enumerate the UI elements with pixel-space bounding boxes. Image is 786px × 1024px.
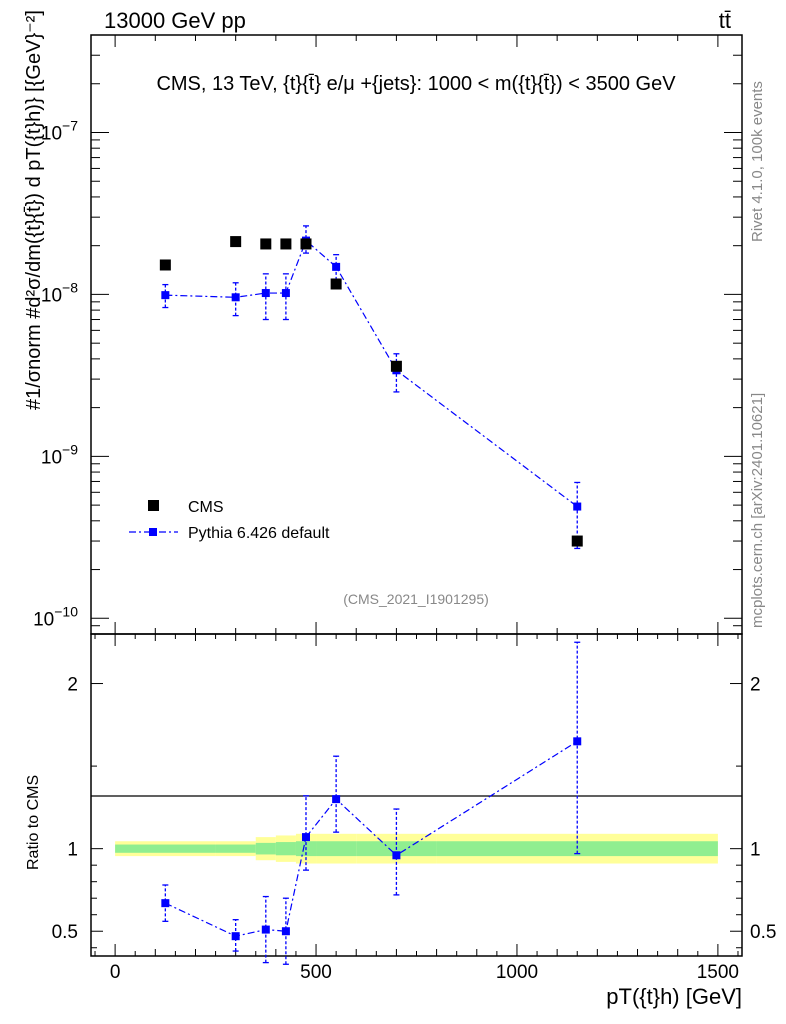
green-band [436,841,718,857]
svg-text:Rivet 4.1.0, 100k events: Rivet 4.1.0, 100k events [749,81,766,242]
cms-point [571,535,583,547]
cms-point [230,236,242,248]
green-band [275,842,296,856]
cms-point [159,259,171,271]
ratio-plot-frame [90,633,743,957]
cms-point [280,238,292,250]
pythia-point [161,291,170,300]
pythia-point [332,262,341,271]
ratio-y-tick-label-right: 2 [750,675,761,696]
ratio-point [573,737,582,746]
ratio-panel: Ratio to CMS pT({t}h) [GeV] 0 500 1000 1500… [25,633,776,1009]
ratio-ticks: 0 500 1000 1500 0.5 0.5 1 1 2 2 [52,634,776,983]
svg-text:Ratio to CMS: Ratio to CMS [25,775,42,870]
top-y-tick-label: 10−7 [41,117,78,144]
green-band [115,844,216,853]
ratio-y-tick-label-left: 2 [67,675,78,696]
ratio-y-tick-label-right: 1 [750,840,761,861]
top-plot-frame [90,34,743,635]
ratio-point [261,925,270,934]
cms-point [330,278,342,290]
ratio-point [161,899,170,908]
plot-title: CMS, 13 TeV, {t}{t̄} e/μ +{jets}: 1000 <… [156,73,676,95]
x-axis-label: pT({t}h) [GeV] [606,984,742,1009]
top-panel: CMS, 13 TeV, {t}{t̄} e/μ +{jets}: 1000 <… [23,10,743,635]
mcplots-url-label: mcplots.cern.ch [arXiv:2401.10621] [749,393,766,628]
ratio-y-axis-label: Ratio to CMS [25,775,42,870]
green-band [215,844,256,853]
ratio-point [231,932,240,941]
top-series [159,225,583,550]
green-band [316,841,357,857]
ratio-x-tick-label: 500 [300,962,332,983]
top-y-tick-label: 10−8 [41,279,78,306]
ratio-x-tick-label: 0 [110,962,121,983]
rivet-version-label: Rivet 4.1.0, 100k events [749,81,766,242]
top-y-axis-label: #1/σnorm #d²σ/dm({t}{t̄}) d pT({t}h)} [{… [23,10,45,410]
legend-pythia-marker [149,528,157,536]
ratio-series [161,641,582,965]
top-y-ticks: 10−10 10−9 10−8 10−7 [33,34,742,635]
pythia-point [281,289,290,298]
legend-cms-label: CMS [188,499,224,516]
svg-text:mcplots.cern.ch [arXiv:2401.10: mcplots.cern.ch [arXiv:2401.10621] [749,393,766,628]
cms-point [390,360,402,372]
ratio-x-tick-label: 1000 [496,962,538,983]
ratio-x-tick-label: 1500 [697,962,739,983]
cms-point [260,238,272,250]
ratio-y-tick-label-left: 0.5 [52,922,78,943]
green-band [255,842,276,855]
pythia-line [165,239,578,508]
ratio-point [281,927,290,936]
process-label: tt̄ [719,8,731,33]
energy-label: 13000 GeV pp [104,8,246,33]
pythia-point [261,289,270,298]
legend: CMS Pythia 6.426 default [129,499,330,542]
pythia-point [231,293,240,302]
ratio-point [332,795,341,804]
pythia-point [573,502,582,511]
cms-point [300,238,312,250]
top-y-tick-label: 10−10 [33,603,78,630]
uncertainty-bands [115,833,718,864]
ratio-y-tick-label-right: 0.5 [750,922,776,943]
ratio-line [165,740,578,937]
analysis-id: (CMS_2021_I1901295) [343,591,489,607]
ratio-y-tick-label-left: 1 [67,840,78,861]
top-y-tick-label: 10−9 [41,441,78,468]
ratio-point [301,833,310,842]
ratio-point [392,851,401,860]
legend-pythia-label: Pythia 6.426 default [188,525,330,542]
svg-text:#1/σnorm #d²σ/dm({t}{t̄}) d pT: #1/σnorm #d²σ/dm({t}{t̄}) d pT({t}h)} [{… [23,10,45,410]
legend-cms-marker [148,500,159,511]
